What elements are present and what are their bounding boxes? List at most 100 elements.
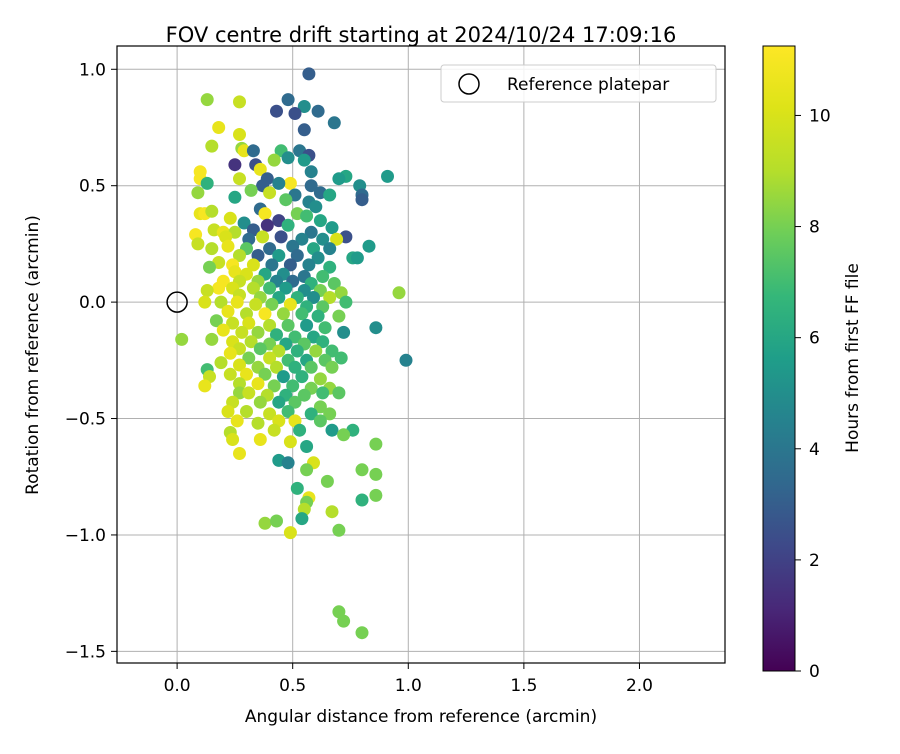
- chart-title: FOV centre drift starting at 2024/10/24 …: [166, 23, 677, 47]
- data-point: [246, 144, 260, 158]
- data-point: [283, 526, 297, 540]
- data-point: [281, 151, 295, 165]
- data-point: [246, 281, 260, 295]
- data-point: [295, 370, 309, 384]
- data-point: [276, 370, 290, 384]
- data-point: [323, 260, 337, 274]
- data-point: [283, 176, 297, 190]
- data-point: [223, 211, 237, 225]
- data-point: [295, 512, 309, 526]
- data-point: [309, 344, 323, 358]
- data-point: [339, 295, 353, 309]
- data-point: [272, 249, 286, 262]
- data-point: [233, 249, 246, 262]
- data-point: [381, 169, 394, 183]
- data-point: [297, 153, 311, 167]
- x-tick-label: 1.5: [510, 676, 537, 696]
- data-point: [279, 281, 293, 295]
- y-tick-label: 1.0: [79, 60, 106, 80]
- data-point: [233, 377, 246, 391]
- data-point: [253, 162, 267, 176]
- data-point: [355, 626, 369, 640]
- data-point: [313, 414, 327, 428]
- data-point: [200, 284, 214, 297]
- data-point: [240, 405, 253, 418]
- data-point: [302, 258, 316, 272]
- data-point: [334, 351, 348, 365]
- data-point: [320, 474, 334, 488]
- data-point: [263, 407, 277, 421]
- data-point: [362, 239, 376, 253]
- data-point: [198, 295, 212, 309]
- data-point: [297, 100, 311, 113]
- data-point: [337, 428, 351, 442]
- data-point: [233, 358, 246, 372]
- y-axis-label: Rotation from reference (arcmin): [23, 215, 43, 495]
- data-point: [337, 614, 351, 628]
- data-point: [263, 186, 277, 200]
- data-point: [251, 325, 265, 339]
- data-point: [295, 307, 309, 321]
- data-point: [332, 523, 346, 537]
- data-point: [281, 218, 295, 232]
- data-point: [283, 297, 297, 311]
- data-point: [323, 188, 337, 202]
- data-point: [290, 249, 304, 262]
- data-point: [258, 207, 272, 221]
- data-point: [309, 200, 323, 214]
- data-point: [325, 505, 339, 519]
- data-point: [263, 242, 277, 256]
- data-point: [392, 286, 406, 300]
- data-point: [311, 251, 325, 265]
- data-point: [235, 325, 249, 339]
- data-point: [249, 297, 263, 311]
- data-point: [323, 407, 337, 421]
- data-point: [251, 377, 265, 391]
- data-point: [325, 423, 339, 437]
- data-point: [313, 372, 327, 386]
- x-tick-label: 1.0: [395, 676, 422, 696]
- data-point: [205, 204, 219, 218]
- data-point: [332, 172, 346, 186]
- data-point: [288, 107, 302, 120]
- data-point: [272, 395, 286, 409]
- data-point: [325, 360, 339, 374]
- data-point: [265, 258, 279, 272]
- y-tick-label: −1.5: [65, 642, 106, 662]
- x-axis-label: Angular distance from reference (arcmin): [245, 707, 597, 727]
- data-point: [240, 367, 253, 381]
- data-point: [313, 214, 327, 228]
- plot-frame: [116, 45, 726, 664]
- data-point: [369, 321, 383, 335]
- data-point: [221, 304, 235, 318]
- data-point: [304, 360, 318, 374]
- data-point: [214, 356, 228, 370]
- colorbar: 0 2 4 6 8 10 Hours from first FF file: [762, 45, 863, 682]
- data-point: [228, 190, 242, 204]
- data-point: [216, 323, 230, 337]
- reference-marker: [166, 291, 188, 313]
- data-point: [325, 344, 339, 358]
- x-tick-label: 2.0: [626, 676, 653, 696]
- data-point: [256, 230, 270, 244]
- data-point: [263, 351, 277, 365]
- data-point: [286, 379, 300, 393]
- data-point: [288, 360, 302, 374]
- colorbar-gradient: [762, 45, 796, 672]
- data-point: [251, 416, 265, 430]
- data-point: [318, 321, 332, 335]
- data-point: [279, 193, 293, 207]
- y-tick-label: 0.0: [79, 293, 106, 313]
- data-point: [355, 463, 369, 477]
- data-point: [242, 351, 256, 365]
- data-point: [337, 325, 351, 339]
- data-point: [242, 316, 256, 330]
- data-point: [198, 379, 212, 393]
- data-point: [221, 239, 235, 253]
- data-point: [214, 295, 228, 309]
- data-point: [212, 121, 226, 134]
- legend-marker: [458, 73, 480, 95]
- data-point: [323, 242, 337, 256]
- data-point: [267, 379, 281, 393]
